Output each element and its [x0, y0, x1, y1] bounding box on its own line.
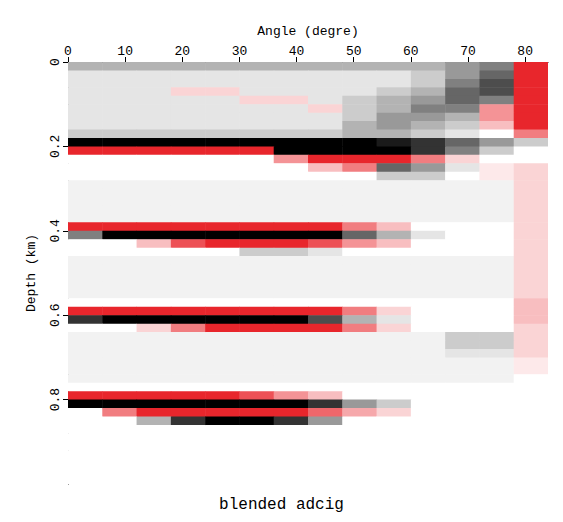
svg-text:30: 30 [232, 44, 248, 59]
svg-text:0.6: 0.6 [48, 303, 63, 326]
svg-text:0.8: 0.8 [48, 388, 63, 411]
svg-text:blended adcig: blended adcig [219, 496, 344, 514]
svg-text:10: 10 [117, 44, 133, 59]
svg-text:60: 60 [403, 44, 419, 59]
svg-text:0.4: 0.4 [48, 219, 63, 243]
svg-text:Angle (degre): Angle (degre) [257, 24, 358, 39]
svg-text:50: 50 [346, 44, 362, 59]
svg-text:80: 80 [517, 44, 533, 59]
svg-text:20: 20 [174, 44, 190, 59]
svg-text:0: 0 [64, 44, 72, 59]
svg-text:70: 70 [460, 44, 476, 59]
svg-text:0: 0 [48, 58, 63, 66]
svg-text:Depth (km): Depth (km) [24, 234, 39, 312]
svg-text:0.2: 0.2 [48, 135, 63, 158]
svg-text:40: 40 [289, 44, 305, 59]
